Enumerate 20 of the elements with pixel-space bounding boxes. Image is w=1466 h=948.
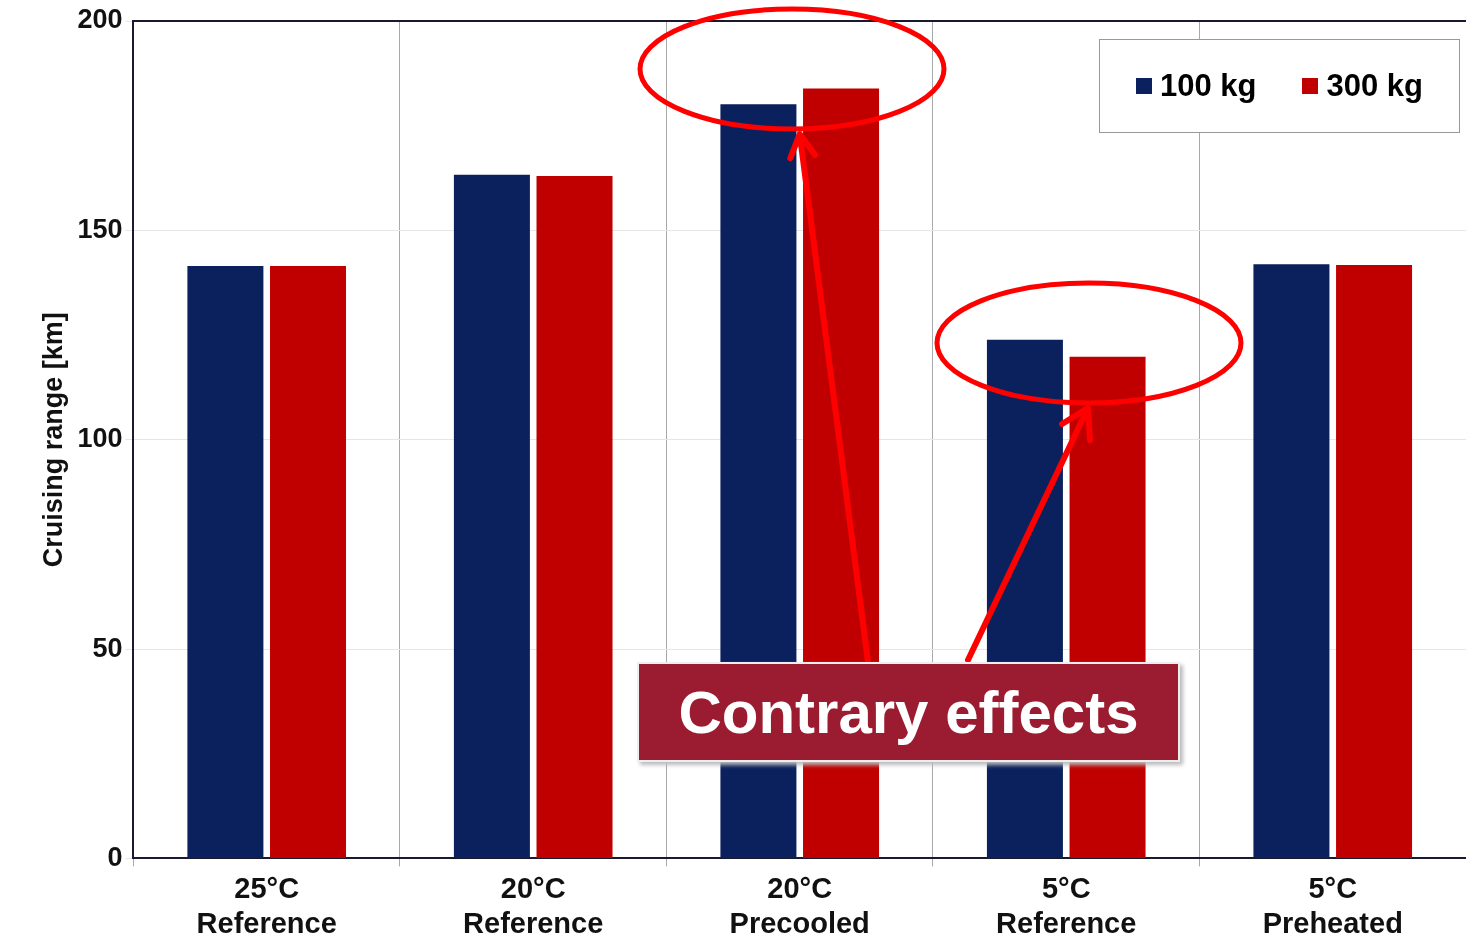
legend-label: 100 kg — [1159, 68, 1257, 104]
y-tick-label: 50 — [92, 632, 123, 663]
x-tick-label: 20°C Precooled — [729, 871, 870, 939]
y-tick-label: 200 — [77, 4, 123, 35]
x-tick-label: 5°C Reference — [996, 871, 1137, 939]
x-tick-label: 25°C Reference — [196, 871, 337, 939]
bar — [536, 175, 613, 858]
bar — [1336, 265, 1413, 858]
bar — [187, 265, 264, 858]
x-tick-label: 5°C Preheated — [1262, 871, 1403, 939]
y-axis-title: Cruising range [km] — [37, 312, 68, 568]
y-tick-label: 100 — [77, 423, 123, 454]
x-tick-label: 20°C Reference — [463, 871, 604, 939]
y-tick-label: 0 — [107, 841, 123, 872]
bar — [270, 265, 347, 858]
bar — [1253, 264, 1330, 858]
legend-label: 300 kg — [1326, 68, 1423, 104]
bar — [453, 174, 530, 858]
annotation: Contrary effects — [637, 662, 1180, 762]
y-tick-label: 150 — [77, 213, 123, 244]
